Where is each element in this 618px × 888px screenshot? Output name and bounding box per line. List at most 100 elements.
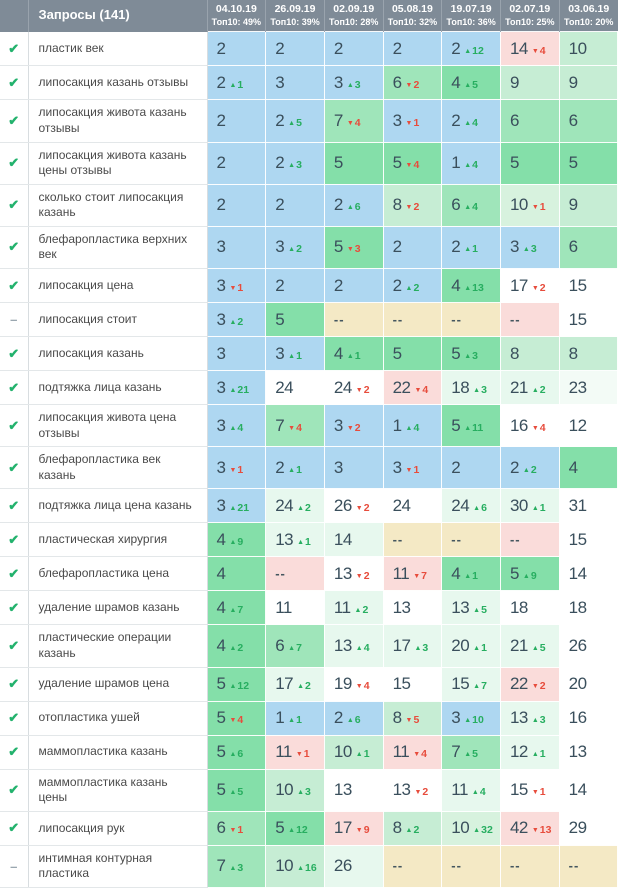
keyword-cell[interactable]: подтяжка лица казань — [28, 370, 208, 406]
position-cell[interactable]: 2 — [323, 31, 384, 67]
position-cell[interactable]: 5 ▼4 — [382, 141, 443, 185]
position-cell[interactable]: 4 ▲1 — [323, 336, 384, 372]
position-cell[interactable]: 2 ▲1 — [265, 446, 325, 490]
position-cell[interactable]: 12 — [558, 404, 618, 448]
position-cell[interactable]: 8 — [499, 336, 560, 372]
position-cell[interactable]: 10 ▲32 — [441, 810, 501, 846]
keyword-cell[interactable]: липосакция казань отзывы — [28, 65, 208, 101]
position-cell[interactable]: 4 ▲2 — [206, 624, 267, 668]
position-cell[interactable]: 17 ▼2 — [499, 268, 560, 304]
position-cell[interactable]: 14 ▼4 — [499, 31, 560, 67]
position-cell[interactable]: 6 ▼2 — [382, 65, 443, 101]
table-row[interactable]: ✔ липосакция живота казань цены отзывы 2 2 ▲… — [0, 141, 618, 185]
position-cell[interactable]: 3 ▲3 — [499, 225, 560, 270]
position-cell[interactable]: 26 ▼2 — [323, 488, 384, 524]
position-cell[interactable]: 6 — [499, 99, 560, 143]
position-cell[interactable]: 3 ▲21 — [206, 488, 267, 524]
table-row[interactable]: – интимная контурная пластика 7 ▲3 10 ▲16 26 --… — [0, 844, 618, 888]
position-cell[interactable]: 2 — [382, 31, 443, 67]
position-cell[interactable]: 14 — [558, 556, 618, 592]
position-cell[interactable]: 2 — [206, 31, 267, 67]
tracking-check-icon[interactable]: ✔ — [8, 782, 20, 798]
table-row[interactable]: ✔ липосакция казань отзывы 2 ▲1 3 3 ▲3 6 ▼2 4 ▲5 9 9 — [0, 65, 618, 101]
table-row[interactable]: ✔ липосакция казань 3 3 ▲1 4 ▲1 5 5 ▲3 8 8 — [0, 336, 618, 372]
keyword-cell[interactable]: блефаропластика цена — [28, 556, 208, 592]
position-cell[interactable]: 3 ▲2 — [265, 225, 325, 270]
keyword-cell[interactable]: подтяжка лица цена казань — [28, 488, 208, 524]
keyword-cell[interactable]: блефаропластика век казань — [28, 446, 208, 490]
table-row[interactable]: ✔ подтяжка лица казань 3 ▲21 24 24 ▼2 22 ▼4 18 ▲3 2… — [0, 370, 618, 406]
table-row[interactable]: ✔ липосакция живота цена отзывы 3 ▲4 7 ▼4 3 ▼2 1… — [0, 404, 618, 448]
tracking-check-icon[interactable]: ✔ — [8, 417, 20, 433]
keyword-cell[interactable]: липосакция живота казань цены отзывы — [28, 142, 208, 185]
tracking-check-icon[interactable]: ✔ — [8, 638, 20, 654]
position-cell[interactable]: 22 ▼2 — [499, 666, 560, 702]
tracking-check-icon[interactable]: ✔ — [8, 155, 20, 171]
table-row[interactable]: ✔ удаление шрамов цена 5 ▲12 17 ▲2 19 ▼4 15 15 ▲7 2… — [0, 666, 618, 702]
keyword-cell[interactable]: липосакция казань — [28, 336, 208, 372]
position-cell[interactable]: 3 ▼1 — [206, 446, 267, 490]
position-cell[interactable]: 10 ▲1 — [323, 734, 384, 770]
table-row[interactable]: ✔ липосакция цена 3 ▼1 2 2 2 ▲2 4 ▲13 17 ▼2 15 — [0, 268, 618, 304]
keywords-column-header[interactable]: Запросы (141) — [27, 0, 207, 32]
keyword-cell[interactable]: удаление шрамов цена — [28, 667, 208, 702]
position-cell[interactable]: 13 — [558, 734, 618, 770]
tracking-check-icon[interactable]: ✔ — [8, 565, 20, 581]
position-cell[interactable]: 8 — [558, 336, 618, 372]
keyword-cell[interactable]: липосакция живота цена отзывы — [28, 404, 208, 448]
date-column-header[interactable]: 05.08.19 Топ10: 32% — [382, 0, 442, 32]
position-cell[interactable]: 29 — [558, 810, 618, 846]
position-cell[interactable]: 4 ▲7 — [206, 590, 267, 626]
position-cell[interactable]: 2 ▲4 — [441, 99, 501, 143]
position-cell[interactable]: -- — [323, 302, 384, 338]
position-cell[interactable]: 1 ▲4 — [382, 404, 443, 448]
position-cell[interactable]: 5 — [558, 141, 618, 185]
position-cell[interactable]: 20 — [558, 666, 618, 702]
position-cell[interactable]: -- — [558, 844, 618, 888]
position-cell[interactable]: 2 ▲1 — [441, 225, 501, 270]
table-row[interactable]: – липосакция стоит 3 ▲2 5 -- -- -- -- 15 — [0, 302, 618, 338]
date-column-header[interactable]: 03.06.19 Топ10: 20% — [558, 0, 618, 32]
keyword-cell[interactable]: интимная контурная пластика — [28, 845, 208, 888]
position-cell[interactable]: 2 — [206, 141, 267, 185]
position-cell[interactable]: -- — [441, 302, 501, 338]
position-cell[interactable]: 15 — [558, 302, 618, 338]
position-cell[interactable]: 12 ▲1 — [499, 734, 560, 770]
position-cell[interactable]: 5 ▲12 — [206, 666, 267, 702]
position-cell[interactable]: 2 — [323, 268, 384, 304]
keyword-cell[interactable]: пластическая хирургия — [28, 522, 208, 558]
position-cell[interactable]: 42 ▼13 — [499, 810, 560, 846]
position-cell[interactable]: 18 — [499, 590, 560, 626]
table-row[interactable]: ✔ подтяжка лица цена казань 3 ▲21 24 ▲2 26 ▼2 24… — [0, 488, 618, 524]
keyword-cell[interactable]: удаление шрамов казань — [28, 590, 208, 626]
position-cell[interactable]: 3 — [323, 446, 384, 490]
position-cell[interactable]: 5 ▲11 — [441, 404, 501, 448]
keyword-cell[interactable]: липосакция рук — [28, 811, 208, 846]
position-cell[interactable]: 5 ▲3 — [441, 336, 501, 372]
position-cell[interactable]: 17 ▲3 — [382, 624, 443, 668]
tracking-check-icon[interactable]: ✔ — [8, 676, 20, 692]
position-cell[interactable]: 13 ▼2 — [382, 768, 443, 812]
table-row[interactable]: ✔ удаление шрамов казань 4 ▲7 11 11 ▲2 13 13 ▲5 18… — [0, 590, 618, 626]
position-cell[interactable]: 5 ▼3 — [323, 225, 384, 270]
tracking-check-icon[interactable]: ✔ — [8, 239, 20, 255]
table-row[interactable]: ✔ пластическая хирургия 4 ▲9 13 ▲1 14 -- -- -- 15 — [0, 522, 618, 558]
position-cell[interactable]: 24 — [382, 488, 443, 524]
position-cell[interactable]: 6 — [558, 225, 618, 270]
position-cell[interactable]: 15 ▼1 — [499, 768, 560, 812]
position-cell[interactable]: 8 ▼5 — [382, 700, 443, 736]
position-cell[interactable]: 26 — [323, 844, 384, 888]
position-cell[interactable]: -- — [441, 844, 501, 888]
tracking-check-icon[interactable]: ✔ — [8, 379, 20, 395]
position-cell[interactable]: 3 ▲4 — [206, 404, 267, 448]
position-cell[interactable]: 13 ▲5 — [441, 590, 501, 626]
position-cell[interactable]: 13 ▼2 — [323, 556, 384, 592]
position-cell[interactable]: 5 ▲5 — [206, 768, 267, 812]
position-cell[interactable]: 3 ▼2 — [323, 404, 384, 448]
position-cell[interactable]: 4 — [558, 446, 618, 490]
position-cell[interactable]: 6 ▲4 — [441, 183, 501, 227]
position-cell[interactable]: 5 ▲6 — [206, 734, 267, 770]
position-cell[interactable]: 3 — [206, 225, 267, 270]
position-cell[interactable]: 24 — [265, 370, 325, 406]
tracking-check-icon[interactable]: ✔ — [8, 40, 20, 56]
